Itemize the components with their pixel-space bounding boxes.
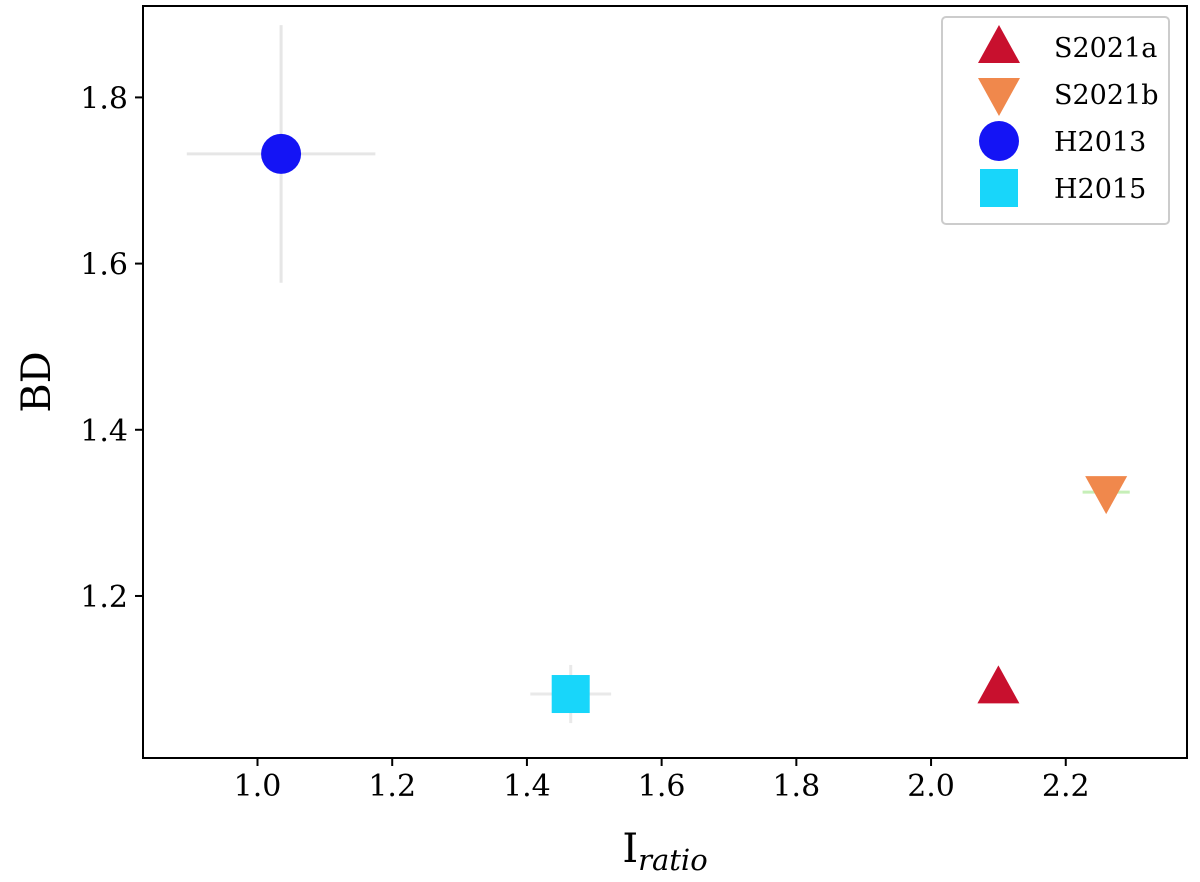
legend-label: S2021a: [1054, 33, 1157, 64]
legend-label: H2013: [1054, 127, 1146, 158]
x-tick-label: 1.8: [772, 769, 820, 804]
series-S2021b: [1082, 476, 1130, 515]
x-axis-label-sub: ratio: [638, 843, 708, 877]
data-point: [551, 675, 590, 714]
axis-ticks: 1.0 1.2 1.4 1.6 1.8 2.0 2.2 1.2 1.4 1.6 1.8: [80, 81, 1089, 804]
legend-item-H2015: H2015: [980, 169, 1146, 207]
y-tick-label: 1.8: [80, 81, 128, 116]
series-H2015: [530, 664, 612, 724]
y-tick-label: 1.4: [80, 414, 128, 449]
legend-marker: [979, 121, 1019, 161]
data-point: [261, 133, 302, 174]
legend-label: S2021b: [1054, 80, 1159, 111]
series-S2021a: [977, 665, 1020, 704]
x-axis-label-main: I: [622, 826, 638, 872]
series-H2013: [186, 25, 376, 283]
y-tick-label: 1.2: [80, 580, 128, 615]
y-tick-label: 1.6: [80, 248, 128, 283]
x-tick-label: 1.6: [638, 769, 686, 804]
legend: S2021a S2021b H2013 H2015: [941, 16, 1170, 225]
plot-area: [186, 25, 1130, 724]
data-point: [1085, 476, 1128, 515]
legend-item-S2021b: S2021b: [978, 78, 1159, 116]
legend-label: H2015: [1054, 174, 1146, 205]
legend-marker: [978, 78, 1020, 116]
x-axis-label: Iratio: [622, 826, 707, 877]
legend-marker: [980, 169, 1018, 207]
x-tick-label: 2.2: [1042, 769, 1090, 804]
x-tick-label: 2.0: [907, 769, 955, 804]
x-tick-label: 1.4: [503, 769, 551, 804]
y-axis-label: BD: [14, 351, 60, 412]
legend-item-H2013: H2013: [979, 121, 1146, 161]
data-point: [977, 665, 1020, 704]
legend-marker: [978, 25, 1020, 63]
x-tick-label: 1.2: [368, 769, 416, 804]
x-tick-label: 1.0: [234, 769, 282, 804]
legend-item-S2021a: S2021a: [978, 25, 1157, 64]
plot-frame: [142, 5, 1188, 759]
